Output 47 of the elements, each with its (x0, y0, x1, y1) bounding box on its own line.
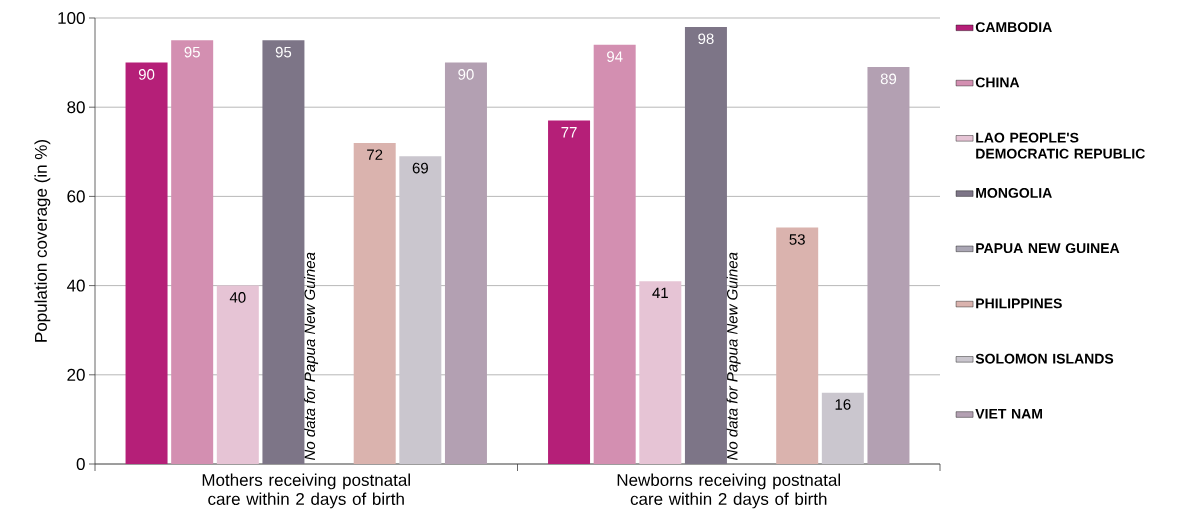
legend-label: CAMBODIA (975, 22, 1052, 33)
annotation: No data for Papua New Guinea (304, 252, 319, 461)
bar (353, 142, 396, 464)
data-label: 94 (607, 51, 623, 62)
data-label: 16 (835, 399, 851, 410)
legend-label: PHILIPPINES (976, 298, 1062, 309)
data-label: 69 (412, 162, 428, 174)
bar (548, 120, 591, 464)
bar (639, 281, 682, 464)
data-label: 98 (698, 33, 714, 45)
y-tick-label: 80 (67, 101, 85, 114)
data-label: 95 (184, 46, 200, 58)
bar (262, 40, 305, 464)
bar (821, 392, 864, 464)
legend-label: VIET NAM (975, 408, 1042, 419)
bar (867, 67, 910, 464)
bar (171, 40, 214, 464)
y-tick-label: 100 (58, 11, 85, 25)
bar (776, 227, 819, 464)
bar (444, 62, 487, 464)
bar (399, 156, 442, 464)
x-tick-label: Mothers receiving postnatal care within 2 days of birth (202, 473, 410, 509)
data-label: 89 (880, 73, 897, 85)
bar (216, 285, 259, 464)
x-tick-label: Newborns receiving postnatal care within 2 days of birth (617, 473, 841, 509)
y-tick-label: 0 (76, 457, 85, 471)
legend-label: LAO PEOPLE'S DEMOCRATIC REPUBLIC (976, 132, 1145, 159)
legend-label: MONGOLIA (976, 187, 1052, 198)
data-label: 90 (138, 69, 155, 80)
data-label: 41 (652, 287, 668, 298)
bar (125, 62, 168, 464)
y-tick-label: 20 (67, 368, 85, 381)
data-label: 72 (367, 149, 383, 160)
data-label: 40 (229, 292, 246, 303)
legend-label: CHINA (975, 77, 1020, 88)
data-label: 53 (789, 234, 805, 245)
bar (593, 44, 636, 464)
y-axis-title: Population coverage (in %) (34, 140, 51, 342)
data-label: 95 (275, 46, 292, 58)
bar (684, 26, 727, 464)
legend-label: PAPUA NEW GUINEA (976, 243, 1120, 254)
legend-label: SOLOMON ISLANDS (975, 353, 1114, 364)
data-label: 90 (458, 69, 474, 80)
annotation: No data for Papua New Guinea (726, 252, 741, 461)
data-label: 77 (561, 127, 577, 138)
y-tick-label: 40 (66, 279, 85, 292)
y-tick-label: 60 (67, 190, 85, 203)
